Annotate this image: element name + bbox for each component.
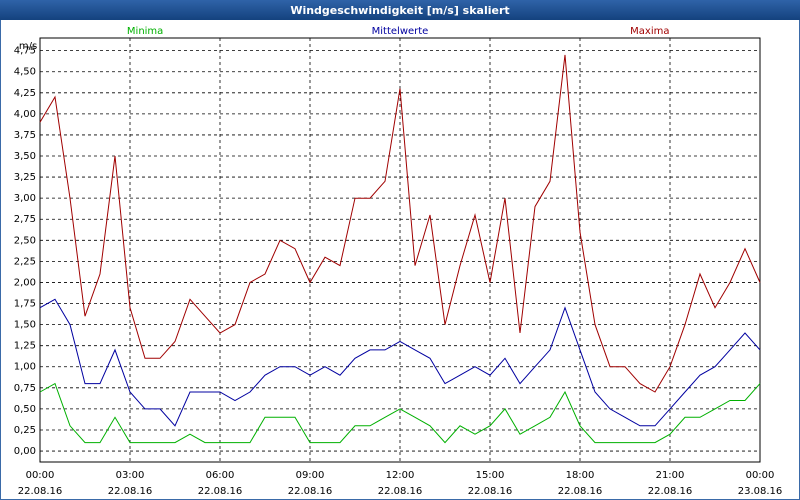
x-tick-time: 18:00 <box>566 470 595 481</box>
y-tick-label: 3,50 <box>14 151 36 162</box>
x-tick-date: 22.08.16 <box>468 486 513 497</box>
x-tick-time: 15:00 <box>476 470 505 481</box>
x-tick-time: 06:00 <box>206 470 235 481</box>
y-tick-label: 3,25 <box>14 172 36 183</box>
x-tick-date: 22.08.16 <box>108 486 153 497</box>
legend-label: Mittelwerte <box>372 26 429 37</box>
y-unit: m/s <box>19 41 37 52</box>
x-tick-date: 22.08.16 <box>558 486 603 497</box>
series-line <box>39 54 761 393</box>
y-tick-label: 3,00 <box>14 193 36 204</box>
y-tick-label: 4,75 <box>14 46 36 57</box>
x-tick-date: 23.08.16 <box>738 486 783 497</box>
y-tick-label: 1,00 <box>14 362 36 373</box>
y-tick-label: 3,75 <box>14 130 36 141</box>
y-tick-label: 1,25 <box>14 341 36 352</box>
x-tick-date: 22.08.16 <box>18 486 63 497</box>
x-tick-time: 00:00 <box>26 470 55 481</box>
x-tick-date: 22.08.16 <box>648 486 693 497</box>
y-tick-label: 0,50 <box>14 404 36 415</box>
y-tick-label: 0,25 <box>14 425 36 436</box>
series-line <box>39 298 761 427</box>
y-tick-label: 2,25 <box>14 256 36 267</box>
title-bar <box>0 0 800 20</box>
x-tick-date: 22.08.16 <box>198 486 243 497</box>
x-tick-time: 21:00 <box>656 470 685 481</box>
y-tick-label: 0,00 <box>14 446 36 457</box>
x-tick-time: 00:00 <box>746 470 775 481</box>
x-tick-date: 22.08.16 <box>288 486 333 497</box>
chart-title: Windgeschwindigkeit [m/s] skaliert <box>290 4 509 17</box>
legend-label: Minima <box>127 26 163 37</box>
y-tick-label: 2,75 <box>14 214 36 225</box>
y-tick-label: 1,75 <box>14 299 36 310</box>
y-tick-label: 4,25 <box>14 88 36 99</box>
x-tick-time: 09:00 <box>296 470 325 481</box>
y-tick-label: 2,00 <box>14 277 36 288</box>
y-tick-label: 2,50 <box>14 235 36 246</box>
legend-label: Maxima <box>630 26 669 37</box>
x-tick-time: 03:00 <box>116 470 145 481</box>
y-tick-label: 0,75 <box>14 383 36 394</box>
series-line <box>39 382 761 444</box>
y-tick-label: 4,00 <box>14 109 36 120</box>
y-tick-label: 4,50 <box>14 67 36 78</box>
x-tick-date: 22.08.16 <box>378 486 423 497</box>
x-tick-time: 12:00 <box>386 470 415 481</box>
y-tick-label: 1,50 <box>14 320 36 331</box>
